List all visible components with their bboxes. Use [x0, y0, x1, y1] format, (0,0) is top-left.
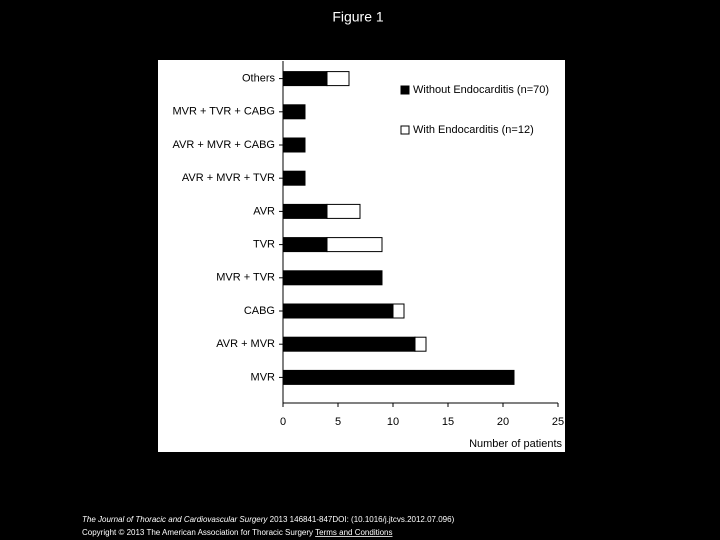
bar-segment: [282, 237, 328, 253]
bar-segment: [282, 71, 328, 87]
y-tick-label: AVR + MVR + TVR: [182, 172, 275, 184]
bar-segment: [326, 203, 361, 219]
y-tick-label: MVR: [251, 371, 276, 383]
y-tick-label: MVR + TVR: [216, 272, 275, 284]
footer-copyright: Copyright © 2013 The American Associatio…: [82, 528, 393, 537]
copyright: Copyright © 2013 The American Associatio…: [82, 528, 313, 537]
y-tick-label: TVR: [253, 239, 275, 251]
journal: The Journal of Thoracic and Cardiovascul…: [82, 515, 268, 524]
legend-swatch: [400, 125, 410, 135]
y-tick-label: Others: [242, 73, 276, 85]
bar-segment: [414, 336, 427, 352]
y-tick-label: AVR + MVR: [216, 338, 275, 350]
y-tick-label: AVR + MVR + CABG: [173, 139, 276, 151]
x-tick-label: 10: [387, 416, 399, 428]
bar-segment: [392, 303, 405, 319]
x-tick-label: 25: [552, 416, 564, 428]
bar-segment: [282, 270, 383, 286]
bar-segment: [282, 303, 394, 319]
bar-segment: [282, 336, 416, 352]
footer-citation: The Journal of Thoracic and Cardiovascul…: [82, 515, 455, 524]
y-tick-label: MVR + TVR + CABG: [173, 106, 276, 118]
bar-segment: [282, 137, 306, 153]
y-tick-label: AVR: [253, 205, 275, 217]
bar-segment: [282, 203, 328, 219]
bar-segment: [326, 71, 350, 87]
citation: 2013 146841-847DOI: (10.1016/j.jtcvs.201…: [270, 515, 455, 524]
legend-label: Without Endocarditis (n=70): [413, 84, 549, 96]
bar-segment: [326, 237, 383, 253]
chart-panel: [158, 60, 565, 452]
x-tick-label: 5: [335, 416, 341, 428]
x-axis-label: Number of patients: [469, 438, 562, 450]
legend-label: With Endocarditis (n=12): [413, 124, 534, 136]
x-tick-label: 20: [497, 416, 509, 428]
x-tick-label: 0: [280, 416, 286, 428]
legend-swatch: [400, 85, 410, 95]
x-tick-label: 15: [442, 416, 454, 428]
bar-segment: [282, 170, 306, 186]
slide-title: Figure 1: [332, 9, 384, 25]
terms-link[interactable]: Terms and Conditions: [315, 528, 392, 537]
bar-segment: [282, 369, 515, 385]
bar-segment: [282, 104, 306, 120]
y-tick-label: CABG: [244, 305, 275, 317]
